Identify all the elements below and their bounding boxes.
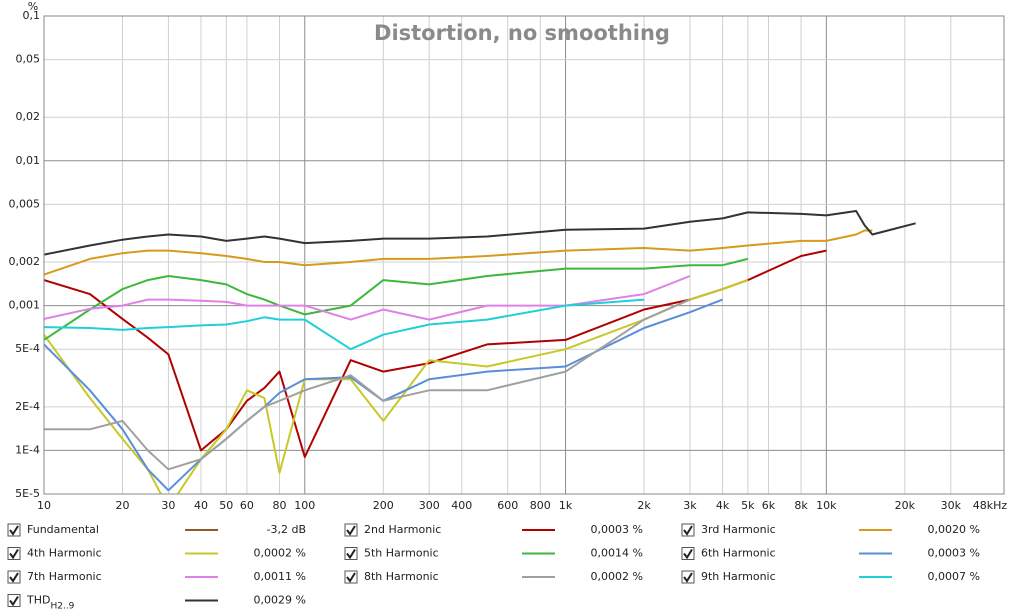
legend-checkmark[interactable] <box>683 548 693 560</box>
y-tick-label: 5E-4 <box>15 342 40 355</box>
x-tick-label: 2k <box>637 499 651 512</box>
x-tick-label: 4k <box>716 499 730 512</box>
x-tick-label: 20 <box>116 499 130 512</box>
legend-checkmark[interactable] <box>9 525 19 536</box>
x-tick-label: 30k <box>941 499 962 512</box>
legend-name: 2nd Harmonic <box>364 523 441 536</box>
x-tick-label: 3k <box>683 499 697 512</box>
x-tick-label: 50 <box>219 499 233 512</box>
series-line <box>44 298 723 492</box>
x-tick-label: 20k <box>895 499 916 512</box>
legend-reading: 0,0007 % <box>928 570 980 583</box>
x-tick-label: 10 <box>37 499 51 512</box>
legend-reading: -3,2 dB <box>267 523 307 536</box>
plot-area <box>44 16 1004 494</box>
legend-reading: 0,0002 % <box>254 547 306 560</box>
series-line <box>44 229 873 276</box>
legend-reading: 0,0002 % <box>591 570 643 583</box>
legend-reading: 0,0020 % <box>928 523 980 536</box>
legend-checkmark[interactable] <box>9 572 19 583</box>
x-tick-label: 6k <box>762 499 776 512</box>
x-tick-label: 60 <box>240 499 254 512</box>
y-tick-label: 2E-4 <box>15 400 40 413</box>
x-tick-label: 30 <box>161 499 175 512</box>
legend-name: 5th Harmonic <box>364 547 439 560</box>
legend-reading: 0,0014 % <box>591 547 643 560</box>
x-tick-label: 300 <box>419 499 440 512</box>
y-tick-label: 0,1 <box>23 9 41 22</box>
legend-reading: 0,0003 % <box>928 547 980 560</box>
legend-checkmark[interactable] <box>346 572 356 583</box>
legend-name: 8th Harmonic <box>364 570 439 583</box>
x-tick-label: 200 <box>373 499 394 512</box>
x-tick-label: 1k <box>559 499 573 512</box>
x-tick-label: 8k <box>794 499 808 512</box>
legend-checkmark[interactable] <box>9 595 19 607</box>
plot-border <box>43 15 1005 495</box>
x-tick-label: 80 <box>273 499 287 512</box>
y-tick-label: 0,01 <box>16 154 41 167</box>
y-unit: % <box>28 0 38 13</box>
x-tick-label: 40 <box>194 499 208 512</box>
y-tick-label: 0,05 <box>16 53 41 66</box>
legend-name: 9th Harmonic <box>701 570 776 583</box>
legend-checkmark[interactable] <box>346 548 356 560</box>
legend-name: THDH2..9 <box>26 594 75 612</box>
plot-lines <box>44 210 916 494</box>
series-line <box>44 298 691 471</box>
legend-reading: 0,0029 % <box>254 594 306 607</box>
legend-checkmark[interactable] <box>683 572 693 583</box>
y-tick-label: 1E-4 <box>15 443 40 456</box>
legend-name: 6th Harmonic <box>701 547 776 560</box>
legend-reading: 0,0011 % <box>254 570 306 583</box>
legend-checkmark[interactable] <box>346 525 356 536</box>
y-tick-label: 5E-5 <box>15 487 40 500</box>
legend-checkmark[interactable] <box>683 525 693 536</box>
x-tick-label: 48kHz <box>973 499 1008 512</box>
y-tick-label: 0,005 <box>9 197 41 210</box>
x-tick-label: 600 <box>497 499 518 512</box>
x-tick-label: 800 <box>530 499 551 512</box>
x-tick-label: 100 <box>294 499 315 512</box>
x-tick-label: 10k <box>816 499 837 512</box>
legend-name: 7th Harmonic <box>27 570 102 583</box>
y-tick-label: 0,002 <box>9 255 41 268</box>
series-line <box>44 257 749 341</box>
y-tick-label: 0,001 <box>9 299 41 312</box>
series-line <box>44 275 691 321</box>
legend-name: 3rd Harmonic <box>701 523 776 536</box>
legend-name: Fundamental <box>27 523 99 536</box>
y-tick-label: 0,02 <box>16 110 41 123</box>
legend: Fundamental -3,2 dB 2nd Harmonic 0,0003 % 3r… <box>7 523 980 612</box>
legend-reading: 0,0003 % <box>591 523 643 536</box>
chart-title: Distortion, no smoothing <box>374 21 670 45</box>
x-tick-label: 5k <box>741 499 755 512</box>
series-line <box>44 279 749 494</box>
series-line <box>44 210 916 256</box>
x-tick-label: 400 <box>451 499 472 512</box>
legend-checkmark[interactable] <box>9 548 19 560</box>
series-line <box>44 298 645 351</box>
legend-name-sub: H2..9 <box>50 601 74 611</box>
legend-name: 4th Harmonic <box>27 547 102 560</box>
